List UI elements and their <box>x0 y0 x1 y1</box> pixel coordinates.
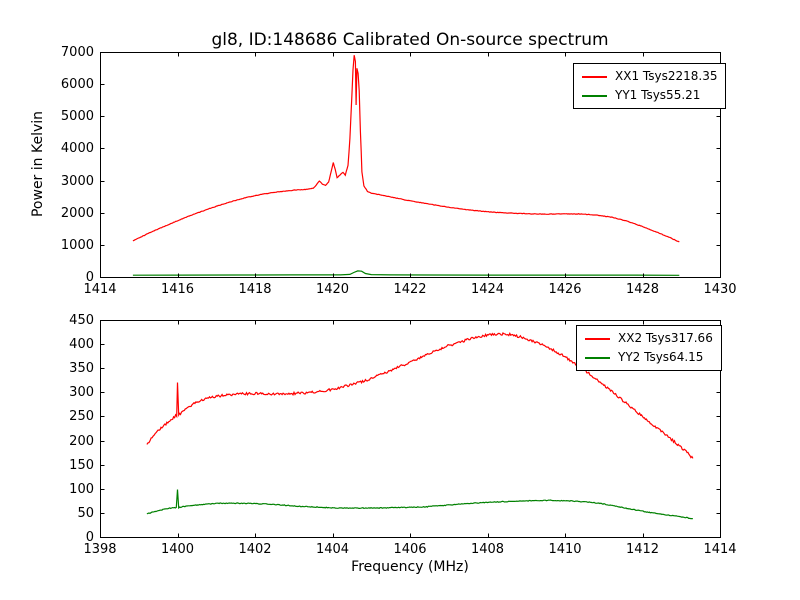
y-tick-label: 100 <box>69 481 94 497</box>
tick-marks <box>100 52 721 278</box>
yy2-series-line <box>146 489 693 520</box>
legend-bottom: XX2 Tsys317.66 YY2 Tsys64.15 <box>576 325 722 371</box>
x-tick-label: 1410 <box>548 542 582 557</box>
axes-frame <box>100 320 721 538</box>
xx1-line-sample <box>582 75 607 78</box>
legend-label-xx2: XX2 Tsys317.66 <box>618 331 713 345</box>
x-tick-label: 1404 <box>315 542 350 557</box>
x-tick-label: 1422 <box>393 282 427 297</box>
y-tick-label: 4000 <box>60 141 94 157</box>
x-tick-label: 1400 <box>160 542 195 557</box>
y-tick-label: 0 <box>85 270 94 285</box>
x-tick-label: 1418 <box>238 282 272 297</box>
x-tick-label: 1428 <box>625 282 660 297</box>
x-tick-label: 1430 <box>703 282 737 297</box>
y-tick-label: 1000 <box>60 237 94 253</box>
y-tick-label: 7000 <box>60 45 94 60</box>
yy1-series-line <box>132 270 680 276</box>
plot-title: gl8, ID:148686 Calibrated On-source spec… <box>211 30 609 50</box>
axes-frame <box>100 52 721 278</box>
yy1-line-sample <box>582 94 607 97</box>
plot-surface <box>100 52 721 278</box>
x-tick-label: 1406 <box>393 542 427 557</box>
legend-label-xx1: XX1 Tsys2218.35 <box>615 69 718 83</box>
legend-label-yy2: YY2 Tsys64.15 <box>618 350 704 364</box>
y-tick-label: 350 <box>69 361 94 377</box>
y-tick-label: 50 <box>77 505 94 521</box>
x-tick-label: 1414 <box>703 542 737 557</box>
legend-entry-yy2: YY2 Tsys64.15 <box>585 350 713 365</box>
legend-entry-xx2: XX2 Tsys317.66 <box>585 331 713 346</box>
y-tick-label: 250 <box>69 409 94 425</box>
legend-entry-yy1: YY1 Tsys55.21 <box>582 88 717 103</box>
x-tick-label: 1414 <box>83 282 117 297</box>
y-tick-label: 150 <box>69 457 94 473</box>
x-tick-label: 1424 <box>470 282 505 297</box>
yy2-line-sample <box>585 356 610 359</box>
subplot-top-axes <box>100 52 721 278</box>
xx2-line-sample <box>585 337 610 340</box>
y-tick-label: 0 <box>85 530 94 545</box>
x-tick-label: 1420 <box>315 282 350 297</box>
y-tick-label: 300 <box>69 385 94 401</box>
x-axis-label: Frequency (MHz) <box>351 559 469 575</box>
y-tick-label: 2000 <box>60 205 94 221</box>
y-tick-label: 6000 <box>60 77 94 93</box>
y-tick-label: 5000 <box>60 109 94 125</box>
legend-entry-xx1: XX1 Tsys2218.35 <box>582 69 717 84</box>
x-tick-label: 1402 <box>238 542 272 557</box>
x-tick-label: 1426 <box>548 282 582 297</box>
x-tick-label: 1416 <box>160 282 195 297</box>
y-tick-label: 3000 <box>60 173 94 189</box>
legend-label-yy1: YY1 Tsys55.21 <box>615 88 701 102</box>
legend-top: XX1 Tsys2218.35 YY1 Tsys55.21 <box>573 63 727 109</box>
x-tick-label: 1412 <box>625 542 660 557</box>
xx2-series-line <box>146 332 694 459</box>
y-tick-label: 450 <box>69 313 94 328</box>
x-tick-label: 1398 <box>83 542 117 557</box>
y-axis-label: Power in Kelvin <box>30 110 46 218</box>
y-tick-label: 400 <box>69 337 94 353</box>
y-tick-label: 200 <box>69 433 94 449</box>
xx1-series-line <box>132 55 680 243</box>
x-tick-label: 1408 <box>470 542 505 557</box>
